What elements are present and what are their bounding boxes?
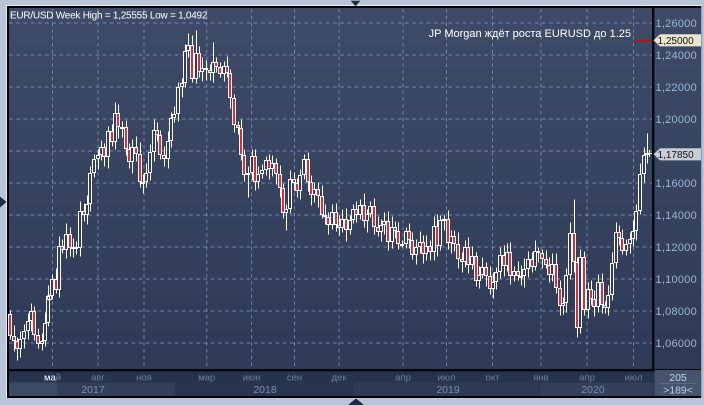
svg-text:июл: июл (625, 373, 643, 384)
svg-text:2019: 2019 (436, 384, 460, 396)
svg-text:2017: 2017 (81, 384, 105, 396)
svg-text:2018: 2018 (253, 384, 277, 396)
svg-text:1,14000: 1,14000 (656, 210, 698, 222)
svg-text:1,26000: 1,26000 (656, 18, 698, 30)
svg-text:июн: июн (243, 373, 261, 384)
svg-text:апр: апр (579, 373, 595, 384)
svg-text:1,08000: 1,08000 (656, 306, 698, 318)
svg-text:JP Morgan ждёт роста EURUSD до: JP Morgan ждёт роста EURUSD до 1.25 (429, 28, 631, 40)
svg-text:янв: янв (533, 373, 548, 384)
svg-text:май: май (44, 373, 61, 384)
svg-text:1,06000: 1,06000 (656, 338, 698, 350)
svg-text:1,24000: 1,24000 (656, 50, 698, 62)
svg-text:апр: апр (395, 373, 411, 384)
svg-text:1,12000: 1,12000 (656, 242, 698, 254)
svg-text:авг: авг (91, 373, 105, 384)
svg-text:1,25000: 1,25000 (658, 36, 695, 47)
svg-text:205: 205 (669, 372, 687, 384)
svg-text:1,17850: 1,17850 (658, 150, 695, 161)
svg-text:окт: окт (486, 373, 501, 384)
svg-text:1,22000: 1,22000 (656, 82, 698, 94)
svg-text:>189<: >189< (663, 385, 693, 397)
svg-text:1,16000: 1,16000 (656, 178, 698, 190)
svg-text:ма: ма (44, 373, 57, 384)
svg-text:1,10000: 1,10000 (656, 274, 698, 286)
svg-text:июл: июл (438, 373, 456, 384)
svg-text:ноя: ноя (136, 373, 152, 384)
svg-text:EUR/USD Week High = 1,25555 Lo: EUR/USD Week High = 1,25555 Low = 1,0492 (10, 10, 208, 21)
svg-text:дек: дек (332, 373, 348, 384)
svg-text:2020: 2020 (581, 384, 605, 396)
svg-text:1,20000: 1,20000 (656, 114, 698, 126)
svg-text:мар: мар (198, 373, 215, 384)
svg-text:сен: сен (287, 373, 302, 384)
